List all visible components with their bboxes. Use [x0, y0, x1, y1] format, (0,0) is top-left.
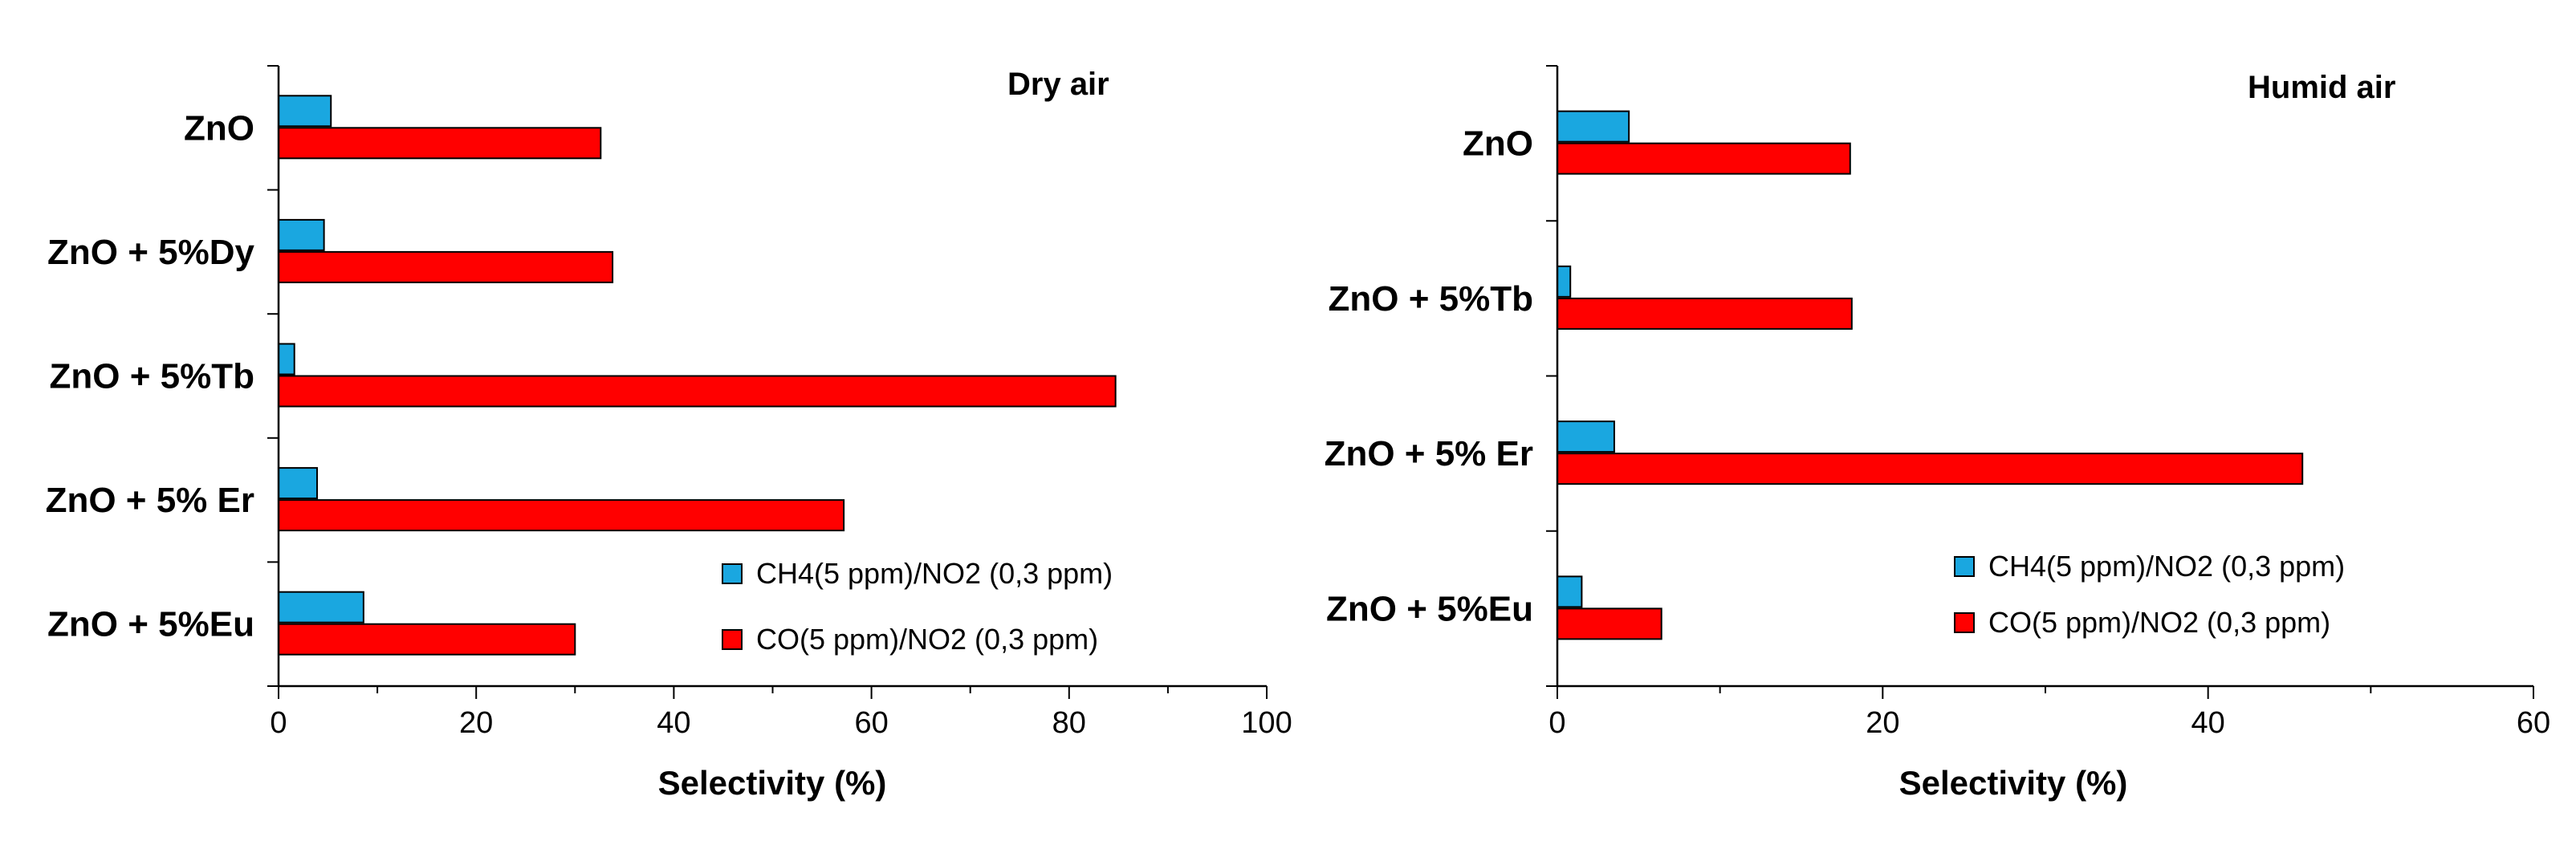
- humid-air-bar-co-3: [1557, 607, 1662, 640]
- dry-air-x-axis-title: Selectivity (%): [658, 764, 887, 802]
- dry-air-category-label-0: ZnO: [184, 108, 254, 148]
- humid-air-x-tick-label-0: 0: [1548, 706, 1565, 740]
- humid-air-bar-ch4-0: [1557, 110, 1630, 143]
- humid-air-bar-co-2: [1557, 453, 2304, 485]
- dry-air-category-label-3: ZnO + 5% Er: [46, 481, 254, 520]
- humid-air-legend: CH4(5 ppm)/NO2 (0,3 ppm) CO(5 ppm)/NO2 (…: [1954, 550, 2345, 639]
- dry-air-bar-co-3: [278, 499, 845, 532]
- dry-air-legend-label-ch4: CH4(5 ppm)/NO2 (0,3 ppm): [756, 557, 1113, 590]
- humid-air-bar-co-1: [1557, 297, 1853, 330]
- humid-air-x-tick-label-3: 60: [2517, 706, 2550, 740]
- dry-air-legend-label-co: CO(5 ppm)/NO2 (0,3 ppm): [756, 623, 1098, 656]
- dry-air-bar-ch4-3: [278, 467, 319, 500]
- dry-air-title: Dry air: [1007, 67, 1109, 102]
- humid-air-category-label-0: ZnO: [1463, 124, 1533, 164]
- dry-air-category-label-4: ZnO + 5%Eu: [47, 605, 254, 644]
- humid-air-panel: Humid air Selectivity (%) CH4(5 ppm)/NO2…: [1325, 65, 2550, 802]
- dry-air-legend-swatch-ch4: [722, 563, 743, 584]
- dry-air-bar-ch4-0: [278, 95, 332, 128]
- humid-air-legend-label-ch4: CH4(5 ppm)/NO2 (0,3 ppm): [1988, 550, 2345, 583]
- humid-air-legend-swatch-co: [1954, 612, 1975, 633]
- humid-air-bar-co-0: [1557, 142, 1851, 175]
- dry-air-bar-co-4: [278, 623, 576, 656]
- humid-air-category-label-2: ZnO + 5% Er: [1325, 434, 1533, 473]
- dry-air-category-label-1: ZnO + 5%Dy: [47, 233, 254, 272]
- humid-air-legend-label-co: CO(5 ppm)/NO2 (0,3 ppm): [1988, 606, 2330, 639]
- dry-air-bar-ch4-1: [278, 218, 325, 251]
- dry-air-x-tick-label-0: 0: [270, 706, 287, 740]
- humid-air-x-axis-title: Selectivity (%): [1899, 764, 2128, 802]
- dry-air-bar-ch4-2: [278, 343, 295, 376]
- dry-air-legend: CH4(5 ppm)/NO2 (0,3 ppm) CO(5 ppm)/NO2 (…: [722, 557, 1113, 656]
- dry-air-x-tick-label-4: 80: [1052, 706, 1086, 740]
- dry-air-bar-ch4-4: [278, 591, 364, 624]
- dry-air-panel: Dry air Selectivity (%) CH4(5 ppm)/NO2 (…: [46, 65, 1292, 802]
- humid-air-bar-ch4-3: [1557, 575, 1583, 608]
- dry-air-x-tick-label-1: 20: [459, 706, 493, 740]
- humid-air-bar-ch4-1: [1557, 265, 1572, 298]
- humid-air-legend-swatch-ch4: [1954, 556, 1975, 577]
- dry-air-bar-co-1: [278, 250, 614, 283]
- dry-air-bar-co-2: [278, 375, 1117, 408]
- humid-air-bar-ch4-2: [1557, 420, 1615, 453]
- dry-air-x-tick-label-2: 40: [657, 706, 690, 740]
- humid-air-x-tick-label-2: 40: [2191, 706, 2225, 740]
- humid-air-x-tick-label-1: 20: [1866, 706, 1899, 740]
- dry-air-x-tick-label-3: 60: [854, 706, 888, 740]
- dry-air-legend-swatch-co: [722, 629, 743, 650]
- humid-air-category-label-1: ZnO + 5%Tb: [1329, 279, 1533, 319]
- dry-air-category-label-2: ZnO + 5%Tb: [50, 357, 254, 396]
- dry-air-bar-co-0: [278, 127, 602, 160]
- humid-air-category-label-3: ZnO + 5%Eu: [1326, 589, 1533, 628]
- humid-air-title: Humid air: [2248, 70, 2395, 105]
- dry-air-x-tick-label-5: 100: [1241, 706, 1292, 740]
